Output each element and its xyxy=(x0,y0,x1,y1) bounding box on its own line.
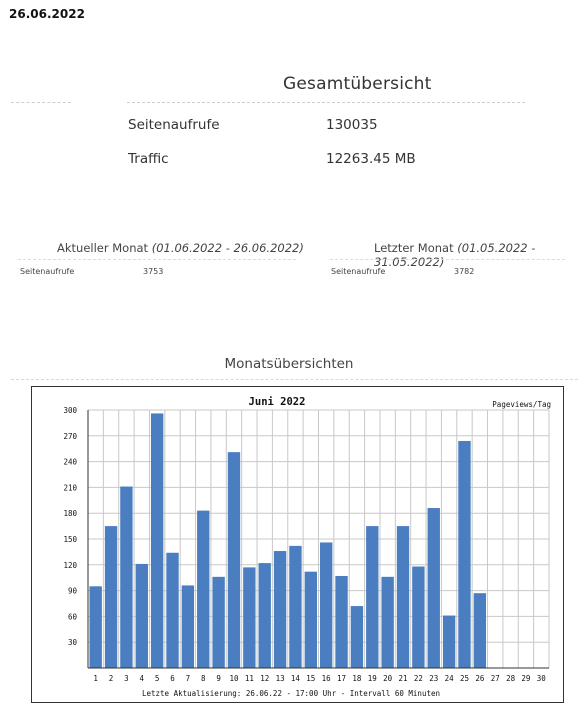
x-tick-label: 15 xyxy=(306,674,315,683)
chart-bar xyxy=(304,571,317,668)
y-tick-label: 270 xyxy=(63,432,77,441)
y-tick-label: 60 xyxy=(68,612,78,621)
y-tick-label: 240 xyxy=(63,458,77,467)
y-tick-label: 90 xyxy=(68,587,78,596)
chart-bar xyxy=(320,542,333,668)
chart-bar xyxy=(227,452,241,668)
chart-axes xyxy=(87,410,549,669)
current-month-pageviews-label: Seitenaufrufe xyxy=(20,267,75,276)
chart-bar xyxy=(427,508,440,668)
current-month-label: Aktueller Monat xyxy=(57,241,149,255)
monthly-overview-divider xyxy=(11,379,578,380)
overview-traffic-label: Traffic xyxy=(128,151,169,167)
x-tick-label: 12 xyxy=(260,674,269,683)
chart-bar xyxy=(104,526,118,668)
y-tick-label: 300 xyxy=(63,406,77,415)
chart-bar xyxy=(350,606,364,668)
x-tick-label: 16 xyxy=(322,674,332,683)
overview-traffic-value: 12263.45 MB xyxy=(326,151,416,167)
x-tick-label: 17 xyxy=(337,674,346,683)
x-tick-label: 20 xyxy=(383,674,393,683)
x-tick-label: 9 xyxy=(216,674,221,683)
x-tick-label: 14 xyxy=(291,674,301,683)
overview-divider-right xyxy=(127,102,525,103)
x-tick-label: 29 xyxy=(521,674,530,683)
chart-frame: 30 60 90 120 150 180 210 240 270 300 1 2 3 4 5 6 7 8 9 10 11… xyxy=(31,386,564,703)
x-tick-label: 25 xyxy=(460,674,469,683)
y-tick-label: 120 xyxy=(63,561,77,570)
current-month-pageviews-value: 3753 xyxy=(143,267,164,276)
chart-bar xyxy=(258,563,271,668)
x-tick-label: 21 xyxy=(399,674,408,683)
chart-bar xyxy=(442,615,456,668)
last-month-pageviews-value: 3782 xyxy=(454,267,475,276)
overview-title: Gesamtübersicht xyxy=(283,74,432,94)
chart-bar xyxy=(335,575,348,668)
y-tick-label: 150 xyxy=(63,535,77,544)
last-month-title: Letzter Monat (01.05.2022 - 31.05.2022) xyxy=(374,241,578,269)
x-tick-label: 28 xyxy=(506,674,516,683)
monthly-overview-title: Monatsübersichten xyxy=(224,356,354,372)
current-date: 26.06.2022 xyxy=(9,7,85,21)
chart-bar xyxy=(212,576,225,668)
y-tick-label: 180 xyxy=(63,509,77,518)
current-month-divider xyxy=(18,259,296,260)
chart-unit-label: Pageviews/Tag xyxy=(492,400,551,409)
x-tick-label: 3 xyxy=(124,674,129,683)
chart-bar xyxy=(396,526,410,668)
chart-grid xyxy=(87,409,550,668)
x-tick-label: 6 xyxy=(170,674,175,683)
chart-bar xyxy=(89,586,102,668)
chart-bar xyxy=(289,545,302,668)
last-month-range: (01.05.2022 - 31.05.2022) xyxy=(374,241,536,269)
x-tick-label: 10 xyxy=(229,674,239,683)
chart-bar xyxy=(381,576,394,668)
y-tick-label: 210 xyxy=(63,483,77,492)
y-tick-label: 30 xyxy=(68,638,78,647)
x-tick-label: 19 xyxy=(368,674,377,683)
chart-bar xyxy=(150,413,164,668)
chart-bar xyxy=(273,551,287,668)
overview-pageviews-label: Seitenaufrufe xyxy=(128,117,220,133)
chart-bar xyxy=(366,526,379,668)
last-month-label: Letzter Monat xyxy=(374,241,454,255)
last-month-divider xyxy=(330,259,565,260)
chart-footer: Letzte Aktualisierung: 26.06.22 - 17:00 … xyxy=(142,689,440,698)
current-month-range: (01.06.2022 - 26.06.2022) xyxy=(151,241,304,255)
x-tick-label: 22 xyxy=(414,674,423,683)
x-tick-label: 30 xyxy=(537,674,547,683)
chart-bar xyxy=(412,566,425,668)
x-tick-label: 5 xyxy=(155,674,160,683)
x-tick-label: 27 xyxy=(491,674,500,683)
chart-bar xyxy=(197,510,210,668)
x-tick-label: 24 xyxy=(445,674,455,683)
x-tick-label: 4 xyxy=(140,674,145,683)
x-tick-label: 23 xyxy=(429,674,438,683)
chart-bar xyxy=(181,585,195,668)
last-month-pageviews-label: Seitenaufrufe xyxy=(331,267,386,276)
current-month-title: Aktueller Monat (01.06.2022 - 26.06.2022… xyxy=(57,241,304,255)
x-tick-label: 2 xyxy=(109,674,114,683)
chart-bar xyxy=(166,552,179,668)
x-tick-label: 11 xyxy=(245,674,254,683)
x-tick-label: 26 xyxy=(475,674,485,683)
x-tick-label: 18 xyxy=(352,674,362,683)
x-tick-label: 13 xyxy=(276,674,285,683)
chart-bar xyxy=(135,563,148,668)
chart-bar xyxy=(120,486,133,668)
chart-title: Juni 2022 xyxy=(249,396,306,408)
chart-bar xyxy=(458,440,471,668)
x-tick-label: 7 xyxy=(186,674,191,683)
overview-pageviews-value: 130035 xyxy=(326,117,378,133)
x-tick-label: 1 xyxy=(93,674,98,683)
chart-bars xyxy=(89,413,487,668)
overview-divider-left xyxy=(11,102,71,103)
chart-bar xyxy=(473,593,487,668)
x-tick-label: 8 xyxy=(201,674,206,683)
chart-bar xyxy=(243,567,256,668)
